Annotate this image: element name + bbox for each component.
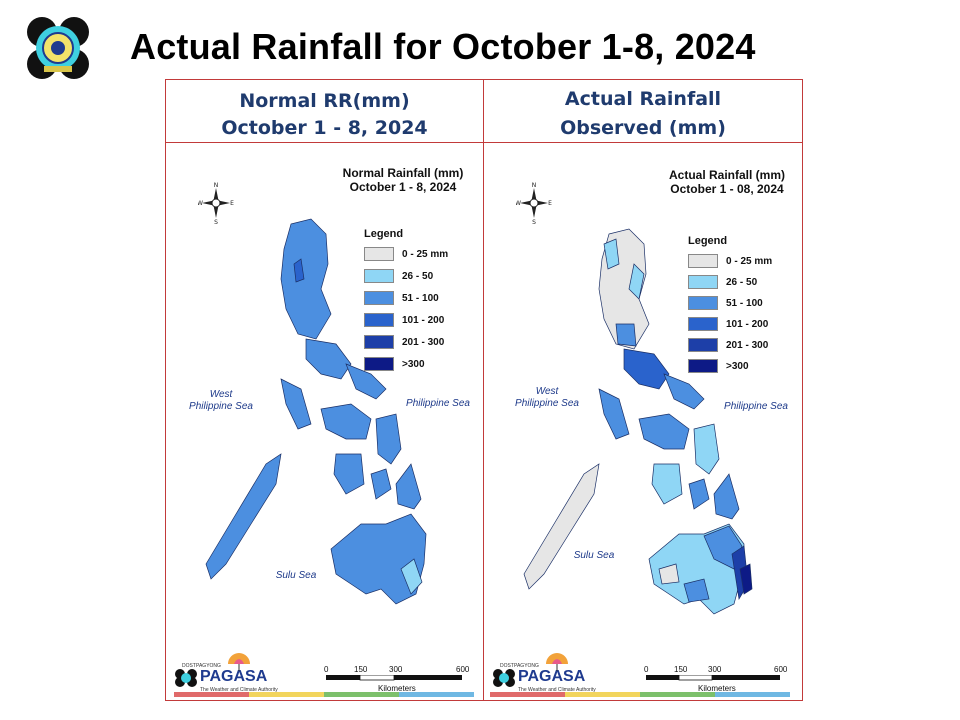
legend-title: Legend — [364, 228, 404, 240]
actual-map-title: Actual Rainfall (mm) October 1 - 08, 202… — [662, 168, 792, 196]
compass-e: E — [230, 200, 234, 207]
normal-map-title: Normal Rainfall (mm) October 1 - 8, 2024 — [338, 166, 468, 194]
legend-swatch — [688, 296, 718, 310]
actual-rainfall-panel: Actual Rainfall Observed (mm) N S E W Ac… — [484, 80, 802, 700]
scale-bar — [646, 675, 780, 681]
scale-tick-0: 0 — [644, 665, 649, 674]
philippines-map-actual — [523, 228, 753, 615]
footer-stripe-red — [490, 692, 565, 697]
pagasa-wordmark: PAGASA — [518, 668, 586, 685]
compass-s: S — [532, 219, 536, 224]
scale-tick-150: 150 — [674, 665, 688, 674]
footer-stripe-yellow — [249, 692, 324, 697]
normal-rainfall-map: N S E W Normal Rainfall (mm) October 1 -… — [166, 144, 483, 700]
pagasa-wordmark: PAGASA — [200, 668, 268, 685]
footer-stripe-red — [174, 692, 249, 697]
normal-panel-heading: Normal RR(mm) October 1 - 8, 2024 — [166, 80, 483, 143]
legend-item: 101 - 200 — [364, 313, 444, 328]
legend-item: 101 - 200 — [688, 317, 768, 332]
legend-item: >300 — [364, 357, 425, 372]
actual-heading-line1: Actual Rainfall — [564, 88, 722, 110]
philippine-sea-label: Philippine Sea — [724, 401, 788, 412]
legend-item: 26 - 50 — [688, 275, 757, 290]
footer-stripe-green — [640, 692, 715, 697]
pagyong-tag: PAGYONG — [196, 663, 221, 669]
pagasa-seal-logo — [27, 17, 89, 79]
scale-tick-600: 600 — [456, 665, 470, 674]
scale-tick-300: 300 — [708, 665, 722, 674]
legend-swatch — [364, 335, 394, 349]
scale-tick-0: 0 — [324, 665, 329, 674]
pagyong-tag: PAGYONG — [514, 663, 539, 669]
actual-panel-heading: Actual Rainfall Observed (mm) — [484, 80, 802, 143]
scale-tick-600: 600 — [774, 665, 788, 674]
dost-tag: DOST — [500, 663, 514, 669]
scale-unit: Kilometers — [698, 684, 736, 693]
legend-swatch — [688, 338, 718, 352]
maps-frame: Normal RR(mm) October 1 - 8, 2024 N S E … — [165, 79, 803, 701]
west-philippine-sea-label: West Philippine Sea — [515, 386, 579, 409]
legend-item: 201 - 300 — [688, 338, 768, 353]
compass-s: S — [214, 219, 218, 224]
actual-heading-line2: Observed (mm) — [560, 117, 726, 139]
compass-e: E — [548, 200, 552, 207]
scale-bar — [326, 675, 462, 681]
legend-swatch — [364, 269, 394, 283]
legend-swatch — [688, 254, 718, 268]
legend-swatch — [364, 313, 394, 327]
actual-rainfall-map: N S E W Actual Rainfall (mm) October 1 -… — [484, 144, 802, 700]
legend-item: 0 - 25 mm — [364, 247, 448, 262]
legend-swatch — [688, 317, 718, 331]
sulu-sea-label: Sulu Sea — [275, 570, 317, 581]
legend-item: 26 - 50 — [364, 269, 433, 284]
scale-tick-300: 300 — [389, 665, 403, 674]
compass-rose-icon: N S E W — [198, 182, 234, 224]
philippine-sea-label: Philippine Sea — [406, 398, 470, 409]
compass-w: W — [198, 200, 203, 207]
legend-swatch — [688, 275, 718, 289]
normal-heading-line1: Normal RR(mm) — [239, 90, 410, 112]
normal-map-title-line2: October 1 - 8, 2024 — [349, 180, 457, 194]
normal-heading-line2: October 1 - 8, 2024 — [221, 117, 428, 139]
compass-w: W — [516, 200, 521, 207]
compass-n: N — [214, 182, 219, 189]
normal-rainfall-panel: Normal RR(mm) October 1 - 8, 2024 N S E … — [166, 80, 484, 700]
pagasa-tagline: The Weather and Climate Authority — [518, 687, 596, 693]
legend-swatch — [688, 359, 718, 373]
pagasa-mark-icon — [175, 669, 197, 687]
footer-stripe-blue — [715, 692, 790, 697]
pagasa-tagline: The Weather and Climate Authority — [200, 687, 278, 693]
normal-map-title-line1: Normal Rainfall (mm) — [342, 166, 464, 180]
footer-stripe-blue — [399, 692, 474, 697]
footer-stripe-green — [324, 692, 399, 697]
actual-map-title-line2: October 1 - 08, 2024 — [670, 182, 784, 196]
legend-title: Legend — [688, 235, 728, 247]
legend-swatch — [364, 357, 394, 371]
legend-item: >300 — [688, 359, 749, 374]
footer-stripe-yellow — [565, 692, 640, 697]
scale-unit: Kilometers — [378, 684, 416, 693]
philippines-map-normal — [205, 218, 427, 605]
compass-n: N — [532, 182, 537, 189]
west-philippine-sea-label: West Philippine Sea — [189, 389, 253, 412]
legend-item: 0 - 25 mm — [688, 254, 772, 269]
umbrella-icon — [546, 653, 568, 671]
legend-item: 51 - 100 — [364, 291, 439, 306]
legend-swatch — [364, 247, 394, 261]
legend-swatch — [364, 291, 394, 305]
sulu-sea-label: Sulu Sea — [573, 550, 615, 561]
pagasa-mark-icon — [493, 669, 515, 687]
legend-item: 51 - 100 — [688, 296, 763, 311]
scale-tick-150: 150 — [354, 665, 368, 674]
legend-item: 201 - 300 — [364, 335, 444, 350]
umbrella-icon — [228, 653, 250, 671]
compass-rose-icon: N S E W — [516, 182, 552, 224]
page-title: Actual Rainfall for October 1-8, 2024 — [130, 26, 756, 67]
dost-tag: DOST — [182, 663, 196, 669]
actual-map-title-line1: Actual Rainfall (mm) — [668, 168, 785, 182]
